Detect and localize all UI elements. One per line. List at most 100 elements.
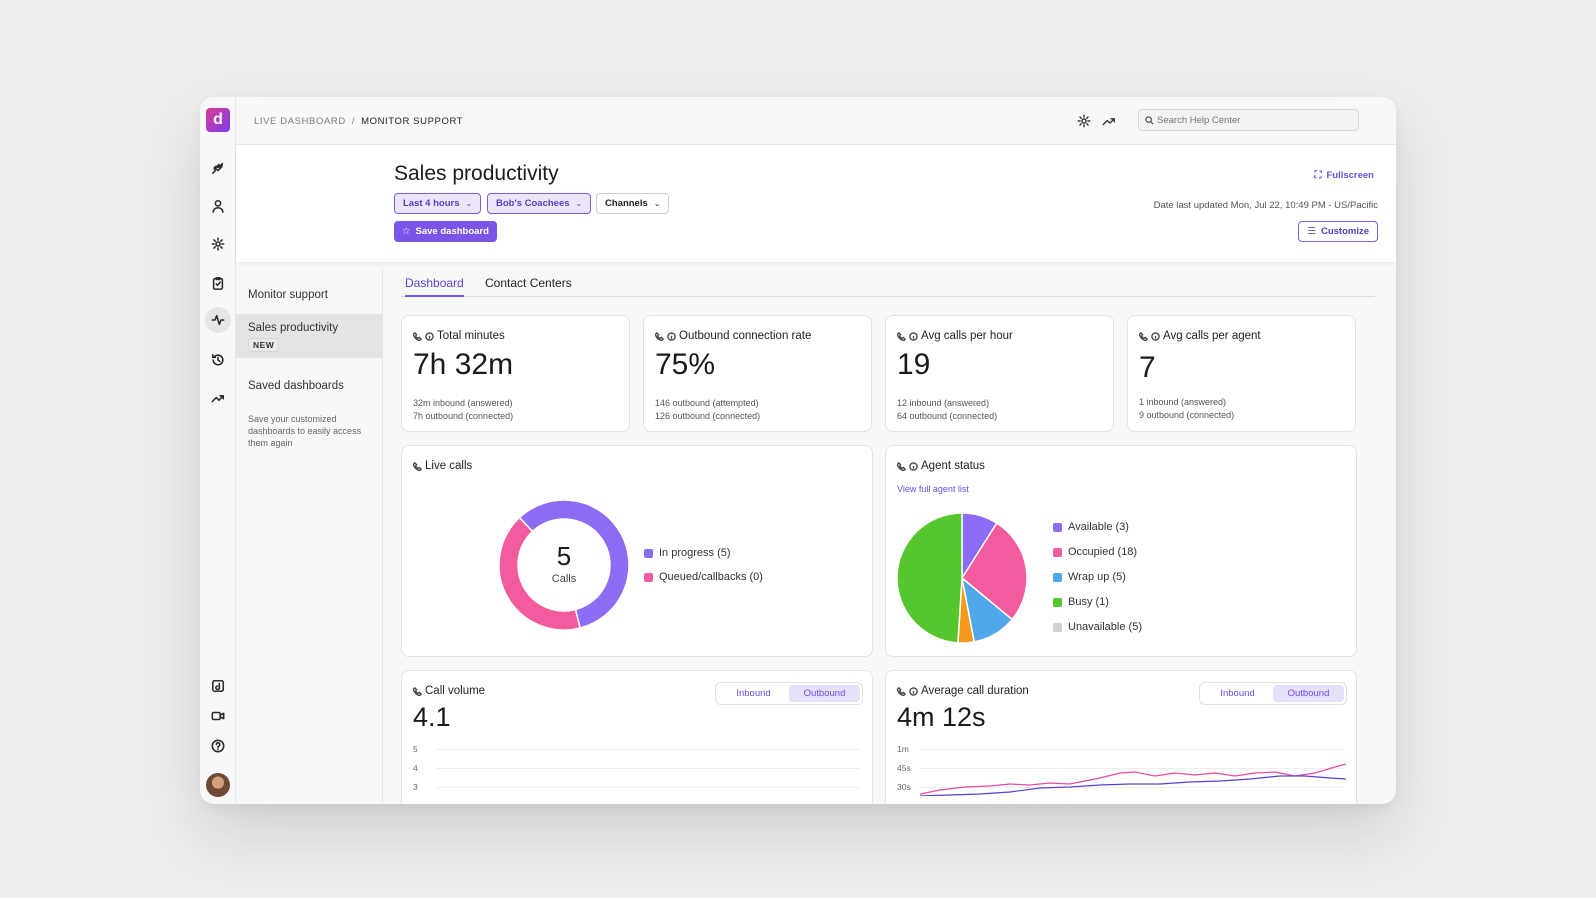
toggle-inbound[interactable]: Inbound (1220, 688, 1255, 699)
sliders-icon: ☰ (1307, 226, 1316, 237)
legend-swatch (1053, 597, 1062, 607)
legend-label: Available (3) (1068, 521, 1129, 533)
video-icon[interactable] (209, 707, 227, 725)
dashboard-header: Sales productivity Last 4 hours ⌄ Bob's C… (236, 145, 1396, 262)
info-icon (667, 331, 676, 341)
gear-icon[interactable] (1077, 114, 1091, 128)
inbound-series-line (920, 775, 1346, 796)
legend-item: Wrap up (5) (1053, 571, 1126, 583)
y-tick-label: 45s (897, 763, 911, 773)
info-icon (909, 331, 918, 341)
slice-occupied (961, 522, 1028, 621)
kpi-card-avg-calls-per-hour: Avg calls per hour 19 12 inbound (answer… (885, 315, 1114, 432)
sidebar-item-sales-productivity[interactable]: Sales productivity NEW (236, 314, 383, 358)
expand-icon: ⛶ (1314, 170, 1322, 181)
view-agent-list-link[interactable]: View full agent list (897, 484, 969, 494)
card-title: Agent status (897, 460, 985, 472)
saved-dashboards-heading: Saved dashboards (248, 380, 344, 392)
card-title-text: Live calls (425, 460, 473, 472)
legend-swatch (1053, 522, 1062, 532)
channels-filter[interactable]: Channels ⌄ (596, 193, 670, 214)
person-icon[interactable] (209, 197, 227, 215)
help-icon[interactable] (209, 737, 227, 755)
sidebar-item-label: Sales productivity (248, 322, 339, 334)
sidebar-item-monitor-support[interactable]: Monitor support (248, 289, 328, 301)
card-title-text: Call volume (425, 685, 486, 697)
card-title: Total minutes (413, 330, 505, 342)
search-icon (1145, 116, 1154, 125)
tab-contact-centers[interactable]: Contact Centers (485, 276, 572, 290)
kpi-detail-line: 9 outbound (connected) (1139, 410, 1235, 420)
legend-swatch (1053, 622, 1062, 632)
new-badge: NEW (248, 338, 280, 352)
card-title-text: Total minutes (437, 330, 505, 342)
rocket-icon[interactable] (209, 159, 227, 177)
page-title: Sales productivity (394, 162, 559, 185)
card-title-text: Avg calls per agent (1163, 330, 1261, 342)
kpi-detail-line: 1 inbound (answered) (1139, 397, 1227, 407)
time-range-filter[interactable]: Last 4 hours ⌄ (394, 193, 482, 214)
kpi-detail-line: 146 outbound (attempted) (655, 398, 759, 408)
filter-label: Bob's Coachees (496, 198, 570, 209)
app-badge-icon[interactable] (209, 677, 227, 695)
legend-label: Busy (1) (1068, 596, 1109, 608)
save-dashboard-button[interactable]: ☆ Save dashboard (394, 221, 497, 242)
card-title: Avg calls per hour (897, 330, 1013, 342)
breadcrumb-separator: / (351, 116, 356, 127)
call-volume-card: Call volume 4.1 Inbound Outbound 5 4 3 (401, 670, 873, 804)
slice-unavailable (896, 512, 963, 644)
gridline (920, 787, 1344, 788)
fullscreen-button[interactable]: ⛶ Fullscreen (1314, 170, 1374, 181)
customize-button[interactable]: ☰ Customize (1298, 221, 1378, 242)
legend-item: Available (3) (1053, 521, 1129, 533)
gridline (920, 749, 1344, 750)
avatar[interactable] (206, 773, 230, 797)
chevron-down-icon: ⌄ (653, 199, 661, 208)
call-volume-value: 4.1 (413, 702, 451, 732)
coachees-filter[interactable]: Bob's Coachees ⌄ (487, 193, 592, 214)
avg-call-duration-card: Average call duration 4m 12s Inbound Out… (885, 670, 1357, 804)
agent-status-card: Agent status View full agent list Availa… (885, 445, 1357, 657)
avg-duration-value: 4m 12s (897, 702, 986, 732)
tab-dashboard[interactable]: Dashboard (405, 276, 464, 297)
card-title-text: Average call duration (921, 685, 1029, 697)
gridline (436, 768, 860, 769)
trending-icon[interactable] (1102, 114, 1116, 128)
kpi-value: 19 (897, 348, 931, 381)
chevron-down-icon: ⌄ (465, 199, 473, 208)
toggle-outbound[interactable]: Outbound (789, 685, 860, 702)
direction-toggle: Inbound Outbound (1199, 682, 1347, 705)
save-label: Save dashboard (415, 226, 489, 237)
card-title: Avg calls per agent (1139, 330, 1261, 342)
activity-icon[interactable] (205, 307, 231, 333)
legend-item: Busy (1) (1053, 596, 1109, 608)
kpi-value: 7h 32m (413, 348, 514, 381)
toggle-inbound[interactable]: Inbound (736, 688, 771, 699)
toggle-outbound[interactable]: Outbound (1273, 685, 1344, 702)
gear-icon[interactable] (209, 235, 227, 253)
customize-label: Customize (1320, 226, 1369, 237)
legend-swatch (1053, 572, 1062, 582)
direction-toggle: Inbound Outbound (715, 682, 863, 705)
card-title-text: Avg calls per hour (921, 330, 1013, 342)
agent-status-pie-chart (896, 512, 1028, 644)
kpi-detail-line: 7h outbound (connected) (413, 411, 514, 421)
gridline (436, 787, 860, 788)
y-tick-label: 4 (413, 763, 418, 773)
kpi-card-outbound-connection-rate: Outbound connection rate 75% 146 outboun… (643, 315, 872, 432)
dashboard-sidebar: Monitor support Sales productivity NEW S… (236, 269, 383, 804)
legend-swatch (644, 572, 653, 582)
slice-in-progress (518, 499, 630, 629)
app-logo[interactable]: d (206, 108, 230, 132)
kpi-detail-line: 126 outbound (connected) (655, 411, 761, 421)
y-tick-label: 1m (897, 744, 909, 754)
trending-icon[interactable] (209, 389, 227, 407)
breadcrumb-root[interactable]: LIVE DASHBOARD (254, 116, 346, 127)
kpi-card-total-minutes: Total minutes 7h 32m 32m inbound (answer… (401, 315, 630, 432)
info-icon (1151, 331, 1160, 341)
card-title: Call volume (413, 685, 485, 697)
clipboard-icon[interactable] (209, 274, 227, 292)
search-input[interactable] (1138, 109, 1359, 131)
phone-icon (897, 461, 906, 471)
history-icon[interactable] (209, 351, 227, 369)
